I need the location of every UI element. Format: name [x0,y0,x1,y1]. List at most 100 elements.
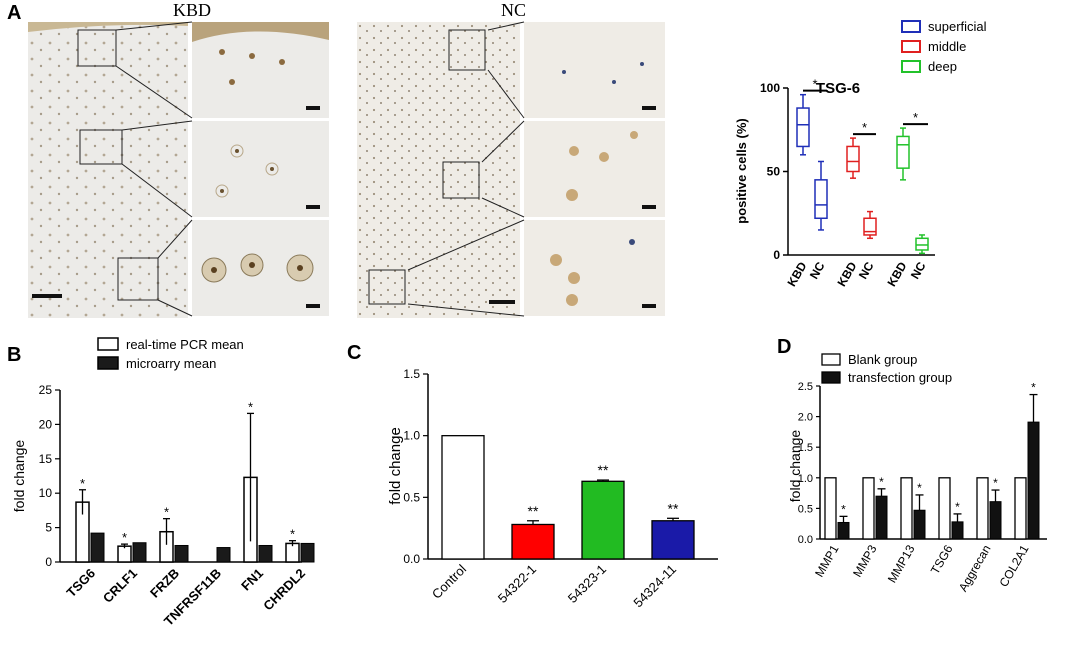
a-legend-swatch-deep [901,60,921,73]
b-y-tick-label: 10 [39,486,53,500]
b-bar-microarray-TNFRSF11B [216,547,231,563]
b-x-tick-label: FRZB [147,566,182,601]
nc-zoom-middle-texture [566,131,656,209]
a-x-tick-label: NC [807,259,828,281]
b-legend-swatch-0 [97,337,119,351]
b-bar-microarray-TSG6 [90,532,105,563]
d-bar-transfection-TSG6 [951,521,964,540]
a-y-tick-label: 50 [767,165,781,179]
a-y-tick-label: 100 [760,81,780,95]
a-sig-star: * [862,120,867,135]
d-bar-transfection-MMP13 [913,509,926,540]
b-x-tick-label: CHRDL2 [260,566,308,614]
b-y-tick-label: 5 [45,521,52,535]
b-bar-pcr-CHRDL2 [285,542,300,563]
b-sig-star: * [122,530,127,545]
nc-zoom-deep [524,220,665,316]
b-sig-star: * [164,505,169,520]
b-bar-microarray-CRLF1 [132,542,147,563]
d-bar-blank-MMP3 [862,477,875,540]
chart-d-bar: 0.0 0.5 1.0 1.5 2.0 2.5 fold change Blank group… [787,352,1047,594]
d-x-tick-label: Aggrecan [956,543,994,594]
a-sig-star: * [913,110,918,125]
chart-b-bar: 0 5 10 15 20 25 fold change real-time PCR mean m… [11,337,315,629]
d-y-tick-label: 0.0 [798,534,813,546]
d-bar-blank-Aggrecan [976,477,989,540]
b-bar-pcr-CRLF1 [117,545,132,563]
b-sig-star: * [80,476,85,491]
d-sig-star: * [1031,381,1036,395]
kbd-overview-image [28,22,188,318]
d-sig-star: * [841,502,846,516]
a-x-tick-label: KBD [884,259,909,289]
c-x-tick-label: 54322-1 [495,562,539,606]
a-box-deep-NC [915,237,929,251]
c-bar-Control [441,435,485,560]
d-sig-star: * [879,475,884,489]
d-sig-star: * [993,476,998,490]
chart-a-boxplot: 0 50 100 positive cells (%) TSG-6 superficial… [734,19,987,289]
panel-label-c: C [347,342,362,364]
nc-overview-texture [357,22,520,318]
a-legend-label-superficial: superficial [928,19,987,34]
kbd-zoom-deep-texture [201,253,320,308]
d-legend-swatch-1 [821,371,841,384]
c-sig-star: ** [528,503,539,519]
kbd-zoom-middle-texture [215,144,320,209]
d-legend-label-1: transfection group [848,370,952,385]
a-legend-swatch-superficial [901,20,921,33]
d-x-tick-label: COL2A1 [996,542,1031,589]
kbd-title: KBD [173,0,212,20]
d-y-axis-label: fold change [787,430,803,503]
c-bar-54324-11 [651,520,695,560]
kbd-zoom-superficial-texture [192,22,329,110]
a-sig-star: * [812,77,817,92]
d-y-tick-label: 0.5 [798,503,813,515]
a-box-superficial-KBD [796,107,810,148]
d-bar-transfection-MMP1 [837,521,850,540]
d-legend-label-0: Blank group [848,352,917,367]
d-y-tick-label: 2.5 [798,381,813,393]
c-bar-54323-1 [581,480,625,560]
b-y-tick-label: 25 [39,383,53,397]
panel-label-a: A [7,2,22,24]
d-bar-transfection-COL2A1 [1027,421,1040,540]
d-y-tick-label: 2.0 [798,412,813,424]
a-legend-swatch-middle [901,40,921,53]
nc-overview-image [357,22,520,318]
a-box-middle-NC [863,217,877,236]
d-bar-blank-MMP1 [824,477,837,540]
b-x-tick-label: CRLF1 [100,566,140,606]
b-sig-star: * [248,399,253,414]
a-x-tick-label: NC [908,259,929,281]
b-y-tick-label: 20 [39,417,53,431]
b-x-tick-label: FN1 [238,566,266,594]
b-sig-star: * [290,527,295,542]
b-x-tick-label: TSG6 [63,566,98,601]
kbd-zoom-superficial [192,22,329,118]
d-bar-transfection-Aggrecan [989,501,1002,540]
panel-label-b: B [7,344,22,366]
kbd-zoom-deep [192,220,329,316]
d-bar-blank-MMP13 [900,477,913,540]
a-x-tick-label: NC [856,259,877,281]
kbd-zoom-middle [192,121,329,217]
b-bar-microarray-FN1 [258,544,273,563]
b-bar-microarray-FRZB [174,544,189,563]
d-bar-transfection-MMP3 [875,495,888,540]
c-x-tick-label: 54324-11 [630,562,679,611]
a-box-superficial-NC [814,179,828,220]
c-sig-star: ** [668,500,679,516]
c-y-tick-label: 0.5 [403,490,420,504]
d-y-tick-label: 1.0 [798,473,813,485]
d-x-tick-label: MMP13 [885,542,918,585]
d-x-tick-label: MMP3 [850,542,880,579]
d-x-tick-label: TSG6 [928,542,956,576]
chart-c-bar: 0.0 0.5 1.0 1.5 fold change Control ** 54322-1 *… [387,367,718,611]
nc-title: NC [501,0,527,20]
a-y-axis-label: positive cells (%) [734,118,749,223]
c-bar-54322-1 [511,523,555,560]
nc-zoom-deep-texture [550,239,656,308]
d-legend-swatch-0 [821,353,841,366]
d-sig-star: * [917,481,922,495]
